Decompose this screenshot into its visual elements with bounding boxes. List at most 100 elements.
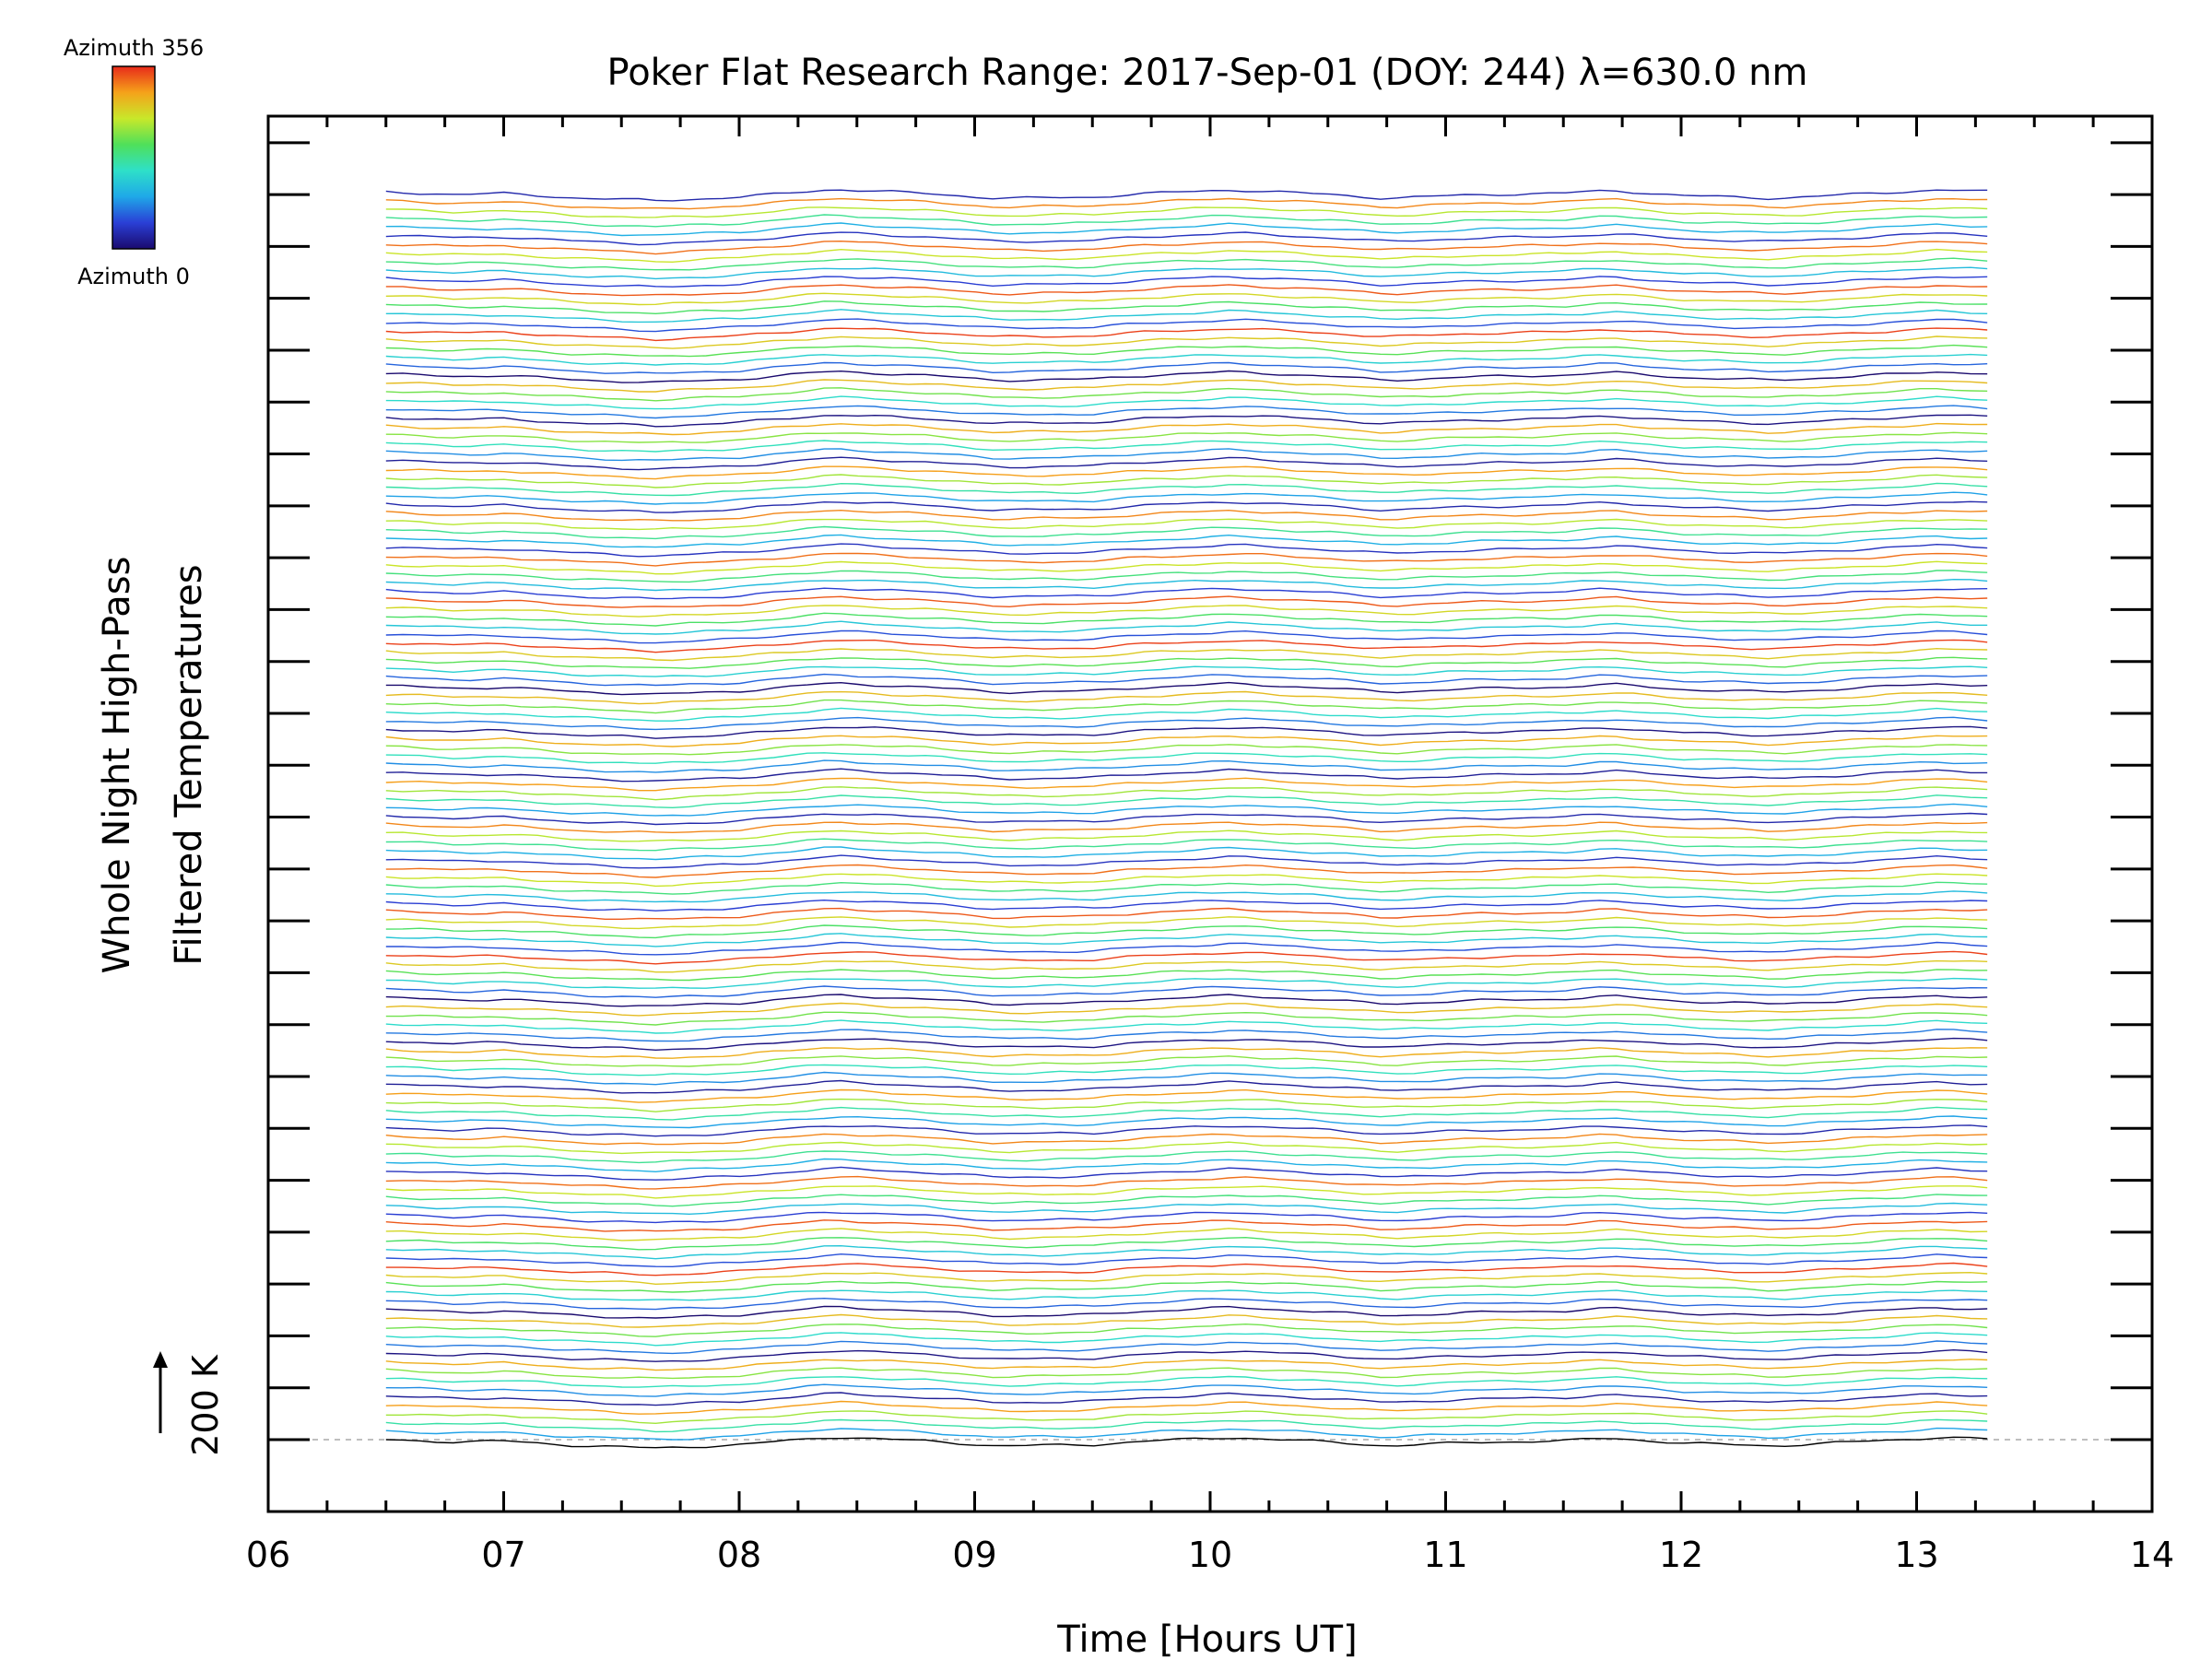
series-line bbox=[385, 500, 1988, 513]
series-line bbox=[385, 353, 1988, 366]
series-line bbox=[385, 854, 1988, 869]
series-line bbox=[385, 570, 1988, 583]
series-line bbox=[385, 1055, 1988, 1067]
series-line bbox=[385, 1313, 1988, 1328]
x-axis-title: Time [Hours UT] bbox=[1056, 1618, 1357, 1659]
x-tick-label: 10 bbox=[1188, 1535, 1232, 1575]
series-line bbox=[385, 681, 1988, 696]
series-line bbox=[385, 707, 1988, 722]
series-line bbox=[385, 620, 1988, 635]
series-line bbox=[385, 950, 1988, 965]
series-line bbox=[385, 959, 1988, 973]
series-line bbox=[385, 994, 1988, 1007]
series-line bbox=[385, 838, 1988, 852]
series-line bbox=[385, 266, 1988, 280]
series-line bbox=[385, 612, 1988, 627]
series-line bbox=[385, 768, 1988, 782]
series-line bbox=[385, 292, 1988, 306]
series-line bbox=[385, 1348, 1988, 1362]
series-line bbox=[385, 327, 1988, 342]
series-line bbox=[385, 1158, 1988, 1173]
series-line bbox=[385, 206, 1988, 218]
series-line bbox=[385, 735, 1988, 747]
series-line bbox=[385, 1098, 1988, 1112]
series-line bbox=[385, 1175, 1988, 1190]
series-line bbox=[385, 1383, 1988, 1397]
series-line bbox=[385, 1133, 1988, 1146]
series-line bbox=[385, 1340, 1988, 1355]
series-line bbox=[385, 794, 1988, 809]
series-line bbox=[385, 1436, 1988, 1449]
series-line bbox=[385, 525, 1988, 540]
series-lines bbox=[268, 189, 2152, 1449]
series-line bbox=[385, 985, 1988, 998]
series-line bbox=[385, 1029, 1988, 1042]
series-line bbox=[385, 474, 1988, 488]
series-line bbox=[385, 240, 1988, 255]
chart-title: Poker Flat Research Range: 2017-Sep-01 (… bbox=[607, 52, 1808, 94]
series-line bbox=[385, 1002, 1988, 1017]
series-line bbox=[385, 595, 1988, 608]
series-line bbox=[385, 1323, 1988, 1337]
y-axis bbox=[268, 141, 2152, 1441]
series-line bbox=[385, 552, 1988, 567]
series-line bbox=[385, 1305, 1988, 1319]
series-line bbox=[385, 759, 1988, 773]
series-line bbox=[385, 1375, 1988, 1388]
series-line bbox=[385, 1011, 1988, 1026]
series-line bbox=[385, 699, 1988, 714]
series-line bbox=[385, 1289, 1988, 1301]
series-line bbox=[385, 1115, 1988, 1129]
x-tick-label: 11 bbox=[1423, 1535, 1467, 1575]
series-line bbox=[385, 560, 1988, 575]
x-tick-label: 13 bbox=[1894, 1535, 1938, 1575]
series-line bbox=[385, 1166, 1988, 1181]
series-line bbox=[385, 491, 1988, 505]
series-line bbox=[385, 639, 1988, 653]
scale-bar-arrowhead bbox=[153, 1351, 168, 1368]
series-line bbox=[385, 387, 1988, 402]
series-line bbox=[385, 370, 1988, 383]
series-line bbox=[385, 890, 1988, 903]
series-line bbox=[385, 1079, 1988, 1094]
series-line bbox=[385, 716, 1988, 731]
scale-bar: 200 K bbox=[153, 1351, 226, 1456]
series-line bbox=[385, 977, 1988, 989]
series-line bbox=[385, 1253, 1988, 1268]
series-line bbox=[385, 257, 1988, 271]
series-line bbox=[385, 578, 1988, 592]
series-line bbox=[385, 786, 1988, 801]
series-line bbox=[385, 725, 1988, 739]
series-line bbox=[385, 222, 1988, 237]
series-line bbox=[385, 873, 1988, 888]
x-tick-label: 07 bbox=[481, 1535, 525, 1575]
series-line bbox=[385, 534, 1988, 548]
series-line bbox=[385, 518, 1988, 531]
series-line bbox=[385, 509, 1988, 522]
series-line bbox=[385, 1400, 1988, 1415]
series-line bbox=[385, 1244, 1988, 1260]
series-line bbox=[385, 916, 1988, 930]
series-line bbox=[385, 197, 1988, 210]
series-line bbox=[385, 907, 1988, 920]
series-line bbox=[385, 414, 1988, 428]
series-line bbox=[385, 1297, 1988, 1311]
series-line bbox=[385, 1037, 1988, 1052]
series-line bbox=[385, 1124, 1988, 1137]
series-line bbox=[385, 1194, 1988, 1207]
series-line bbox=[385, 1359, 1988, 1371]
series-line bbox=[385, 248, 1988, 264]
series-line bbox=[385, 647, 1988, 662]
series-line bbox=[385, 395, 1988, 410]
series-line bbox=[385, 1392, 1988, 1406]
series-line bbox=[385, 431, 1988, 443]
series-line bbox=[385, 656, 1988, 669]
series-line bbox=[385, 629, 1988, 644]
series-line bbox=[385, 1071, 1988, 1086]
series-line bbox=[385, 665, 1988, 677]
x-axis: 06 07 08 09 10 11 12 13 14 bbox=[246, 116, 2174, 1575]
series-line bbox=[385, 1141, 1988, 1155]
series-line bbox=[385, 846, 1988, 861]
series-line bbox=[385, 1367, 1988, 1380]
series-line bbox=[385, 1280, 1988, 1293]
